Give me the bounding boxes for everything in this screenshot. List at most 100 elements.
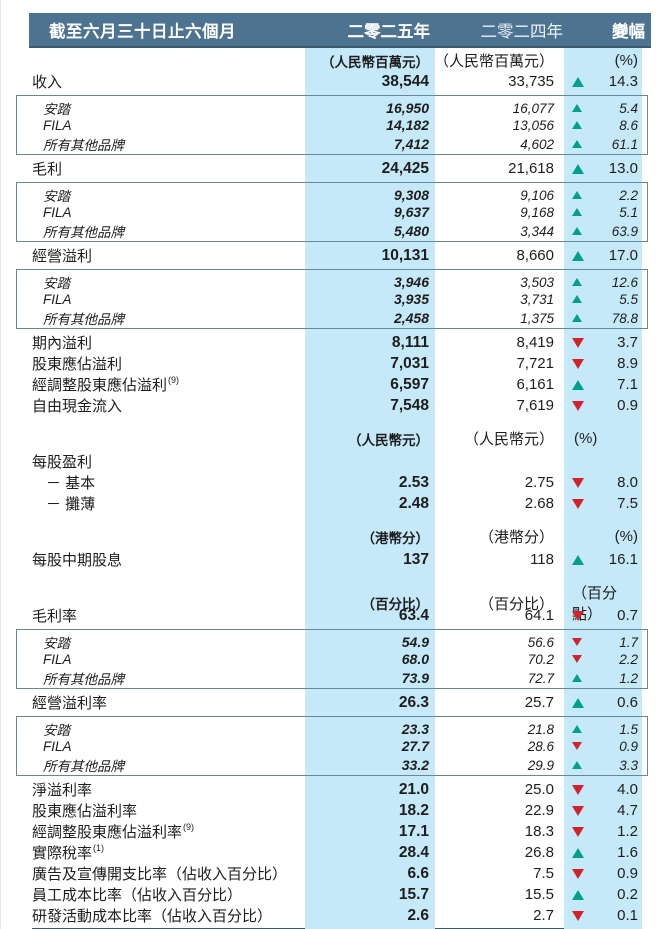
value-2024: 22.9 [524, 802, 554, 819]
value-2025: 137 [403, 550, 429, 568]
breakdown-row: FILA 68.0 70.2 2.2 [17, 650, 647, 668]
change-cell: 61.1 [563, 137, 641, 152]
breakdown-row: 所有其他品牌 33.2 29.9 3.3 [17, 755, 647, 774]
change-value: (%) [614, 528, 638, 545]
value-2025: 16,950 [386, 100, 429, 116]
table-rows: （人民幣百萬元） （人民幣百萬元） (%) 收入 38,544 33,735 14.3 安踏 1… [1, 50, 660, 926]
change-value: 12.6 [611, 274, 638, 290]
change-cell: 1.5 [563, 722, 641, 737]
row-label: 毛利率 [32, 605, 304, 626]
value-2025: 24,425 [381, 159, 429, 177]
value-2025: 15.7 [398, 885, 429, 903]
row-label: － 基本 [32, 472, 304, 493]
change-cell: 0.7 [563, 607, 641, 624]
change-cell: 5.1 [563, 205, 641, 220]
up-triangle-icon [572, 674, 582, 682]
table-row: 經調整股東應佔溢利率(9) 17.1 18.3 1.2 [1, 821, 660, 842]
change-cell: 63.9 [563, 224, 641, 239]
value-2024: 2.68 [524, 495, 554, 512]
up-triangle-icon [572, 250, 584, 261]
change-value: 8.0 [617, 474, 638, 491]
value-2024: 3,344 [520, 223, 554, 239]
up-triangle-icon [572, 140, 582, 148]
row-label-text: 股東應佔溢利率 [32, 803, 138, 820]
change-cell: 14.3 [563, 73, 641, 90]
value-2025: 7,548 [390, 396, 429, 414]
change-cell: 16.1 [563, 551, 641, 568]
breakdown-row: 所有其他品牌 7,412 4,602 61.1 [17, 134, 647, 154]
table-row: 經營溢利 10,131 8,660 17.0 [1, 245, 660, 266]
down-triangle-icon [572, 400, 584, 411]
up-triangle-icon [572, 76, 584, 87]
row-label-text: 安踏 [43, 189, 70, 204]
breakdown-row: 所有其他品牌 73.9 72.7 1.2 [17, 668, 647, 687]
value-2024: 9,168 [520, 204, 554, 220]
row-label-text: 股東應佔溢利 [32, 356, 123, 373]
table-row: － 基本 2.53 2.75 8.0 [1, 472, 660, 493]
value-2024: 28.6 [527, 738, 554, 754]
row-label: 安踏 [32, 185, 304, 205]
table-row: 毛利 24,425 21,618 13.0 [1, 158, 660, 179]
row-label-text: 每股中期股息 [32, 552, 123, 569]
row-label-text: 廣告及宣傳開支比率（佔收入百分比） [32, 866, 288, 883]
row-label: FILA [32, 292, 304, 307]
value-2024: 8,419 [516, 334, 554, 351]
breakdown-row: 安踏 23.3 21.8 1.5 [17, 719, 647, 738]
value-2025: 68.0 [401, 651, 429, 667]
change-value: 5.4 [619, 100, 638, 116]
row-label: FILA [32, 205, 304, 220]
row-label-text: 所有其他品牌 [43, 312, 124, 327]
value-2024: （人民幣百萬元） [434, 53, 555, 70]
value-2024: （人民幣元） [463, 431, 554, 448]
up-triangle-icon [572, 379, 584, 390]
value-2024: 15.5 [524, 886, 554, 903]
row-label: 自由現金流入 [32, 395, 304, 416]
value-2024: 6,161 [516, 376, 554, 393]
change-value: 0.9 [617, 865, 638, 882]
value-2024: 4,602 [520, 136, 554, 152]
value-2025: 5,480 [393, 223, 429, 239]
row-label-text: 安踏 [43, 102, 70, 117]
segment-breakdown-box: 安踏 16,950 16,077 5.4 FILA 14,182 13,056 8.6 所有其他… [16, 95, 648, 155]
row-label-text: 經調整股東應佔溢利率 [32, 824, 183, 841]
value-2025: 7,031 [390, 354, 429, 372]
table-row: 股東應佔溢利率 18.2 22.9 4.7 [1, 800, 660, 821]
row-label: 毛利 [32, 158, 304, 179]
row-label-text: 經調整股東應佔溢利 [32, 377, 168, 394]
table-row: 股東應佔溢利 7,031 7,721 8.9 [1, 353, 660, 374]
table-row: 期內溢利 8,111 8,419 3.7 [1, 332, 660, 353]
change-cell: 7.5 [563, 495, 641, 512]
breakdown-row: 所有其他品牌 2,458 1,375 78.8 [17, 308, 647, 327]
change-value: 63.9 [611, 223, 638, 239]
value-2024: 7,721 [516, 355, 554, 372]
row-label: 所有其他品牌 [32, 134, 304, 154]
change-cell: 0.1 [563, 907, 641, 924]
row-label: 安踏 [32, 272, 304, 292]
value-2024: 2.75 [524, 474, 554, 491]
row-label: 收入 [32, 71, 304, 92]
table-row: － 攤薄 2.48 2.68 7.5 [1, 493, 660, 514]
change-value: 5.5 [619, 291, 638, 307]
up-triangle-icon [572, 163, 584, 174]
up-triangle-icon [572, 697, 584, 708]
table-row: 自由現金流入 7,548 7,619 0.9 [1, 395, 660, 416]
up-triangle-icon [572, 295, 582, 303]
value-2024: 8,660 [516, 247, 554, 264]
breakdown-row: FILA 27.7 28.6 0.9 [17, 737, 647, 755]
value-2024: 29.9 [527, 757, 554, 773]
value-2025: （港幣分） [361, 530, 430, 546]
row-label-text: 毛利 [32, 161, 63, 178]
change-cell: 1.7 [563, 635, 641, 650]
change-cell: 0.9 [563, 397, 641, 414]
row-label-text: 員工成本比率（佔收入百分比） [32, 887, 243, 904]
row-label-text: 毛利率 [32, 608, 78, 625]
change-value: 0.7 [617, 607, 638, 624]
footnote-ref: (9) [183, 822, 195, 832]
change-cell: 8.0 [563, 474, 641, 491]
table-row: 研發活動成本比率（佔收入百分比） 2.6 2.7 0.1 [1, 905, 660, 926]
row-label-text: 經營溢利率 [32, 695, 108, 712]
change-value: 7.1 [617, 376, 638, 393]
change-value: 0.9 [619, 738, 638, 754]
change-cell: 1.6 [563, 844, 641, 861]
value-2024: （港幣分） [478, 529, 554, 546]
